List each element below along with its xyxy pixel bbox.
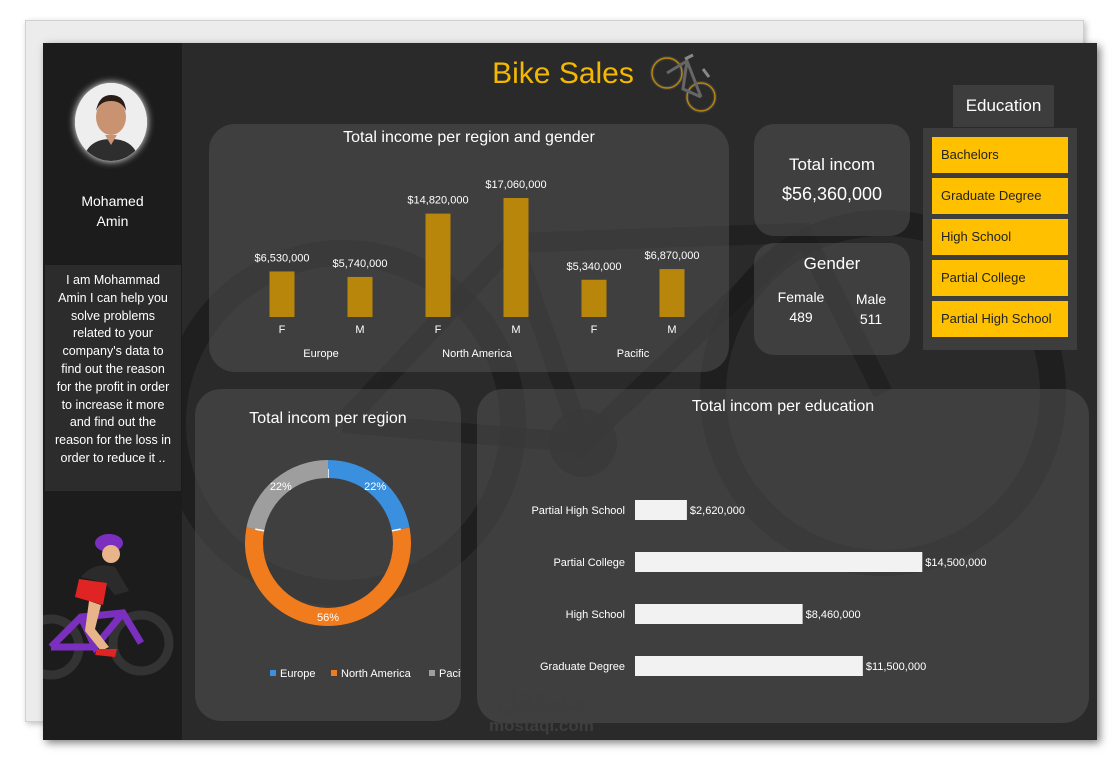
region-gender-chart-title: Total income per region and gender xyxy=(343,129,595,146)
total-income-value: $56,360,000 xyxy=(781,184,883,204)
category-tick-label: M xyxy=(667,324,676,336)
region-donut-title: Total incom per region xyxy=(249,410,407,427)
education-filter-partial-high-school[interactable]: Partial High School xyxy=(932,301,1068,337)
donut-slice xyxy=(327,460,410,532)
bar-value-label: $14,820,000 xyxy=(407,195,468,207)
bar xyxy=(635,604,803,624)
bar-value-label: $6,870,000 xyxy=(644,250,699,262)
male-count: 511 xyxy=(859,311,883,327)
profile-avatar xyxy=(75,83,147,161)
education-filter-bachelors[interactable]: Bachelors xyxy=(932,137,1068,173)
legend-swatch xyxy=(331,670,337,676)
bar xyxy=(635,656,863,676)
gender-card xyxy=(754,243,910,355)
category-tick-label: F xyxy=(279,324,286,336)
gender-label: Gender xyxy=(803,254,861,273)
legend-swatch xyxy=(270,670,276,676)
region-gender-bar-chart: $6,530,000 F $5,740,000 M $14,820,000 F $17,06… xyxy=(254,179,699,360)
slice-label: 56% xyxy=(317,612,339,624)
bar xyxy=(503,198,529,317)
slice-separator xyxy=(255,528,265,532)
cyclist-icon xyxy=(43,534,174,680)
female-count: 489 xyxy=(789,309,813,325)
category-label: High School xyxy=(566,609,625,621)
category-tick-label: F xyxy=(435,324,442,336)
bar xyxy=(581,279,607,317)
female-label: Female xyxy=(777,289,825,305)
bar xyxy=(659,269,685,317)
male-label: Male xyxy=(855,291,887,307)
education-bar-chart: Partial High School $2,620,000 Partial Col… xyxy=(531,500,986,676)
category-label: Partial College xyxy=(553,557,625,569)
education-chart-title: Total incom per education xyxy=(691,398,875,415)
bar-value-label: $17,060,000 xyxy=(485,179,546,191)
category-tick-label: M xyxy=(355,324,364,336)
watermark-latin: mostaql.com xyxy=(489,716,594,735)
legend-swatch xyxy=(429,670,435,676)
bar xyxy=(269,271,295,317)
category-label: Partial High School xyxy=(531,505,625,517)
total-income-card xyxy=(754,124,910,236)
legend-label: North America xyxy=(341,668,412,680)
bar-value-label: $2,620,000 xyxy=(690,505,745,517)
bar-value-label: $5,340,000 xyxy=(566,261,621,273)
region-gender-chart-panel xyxy=(209,124,729,372)
bar xyxy=(347,276,373,317)
sidebar: Mohamed Amin I am Mohammad Amin I can he… xyxy=(43,43,182,740)
group-label: Europe xyxy=(303,348,338,360)
education-filter-panel: Bachelors Graduate Degree High School Pa… xyxy=(923,128,1077,350)
bar-value-label: $6,530,000 xyxy=(254,252,309,264)
slice-separator xyxy=(391,528,401,532)
education-filter-high-school[interactable]: High School xyxy=(932,219,1068,255)
mostaql-watermark: مستقل mostaql.com xyxy=(489,685,594,735)
watermark-arabic: مستقل xyxy=(496,684,587,717)
dashboard: Mohamed Amin I am Mohammad Amin I can he… xyxy=(43,43,1097,740)
bar xyxy=(635,552,923,572)
group-label: Pacific xyxy=(617,348,650,360)
bar-value-label: $5,740,000 xyxy=(332,258,387,270)
education-filter-partial-college[interactable]: Partial College xyxy=(932,260,1068,296)
slice-label: 22% xyxy=(364,481,386,493)
total-income-label: Total incom xyxy=(789,155,875,174)
category-tick-label: F xyxy=(591,324,598,336)
bar-value-label: $11,500,000 xyxy=(866,661,926,673)
bar-value-label: $14,500,000 xyxy=(925,557,986,569)
donut-slice xyxy=(245,527,411,626)
legend-label: Europe xyxy=(280,668,315,680)
bar-value-label: $8,460,000 xyxy=(806,609,861,621)
education-filter-tab[interactable]: Education xyxy=(953,85,1054,127)
category-tick-label: M xyxy=(511,324,520,336)
profile-name: Mohamed Amin xyxy=(81,193,144,229)
bar xyxy=(425,213,451,317)
group-label: North America xyxy=(442,348,513,360)
legend-label: Pacific xyxy=(439,668,461,680)
category-label: Graduate Degree xyxy=(540,661,625,673)
donut-slice xyxy=(246,460,329,532)
profile-about-text: I am Mohammad Amin I can help you solve … xyxy=(45,265,181,491)
person-photo-icon xyxy=(75,83,147,161)
page-title: Bike Sales xyxy=(492,57,634,90)
region-donut-panel xyxy=(195,389,461,721)
slice-label: 22% xyxy=(270,481,292,493)
bicycle-icon xyxy=(650,53,717,113)
education-filter-graduate-degree[interactable]: Graduate Degree xyxy=(932,178,1068,214)
region-donut-chart: 22% 56% 22% Europe North America Pacific xyxy=(245,460,461,680)
bar xyxy=(635,500,687,520)
